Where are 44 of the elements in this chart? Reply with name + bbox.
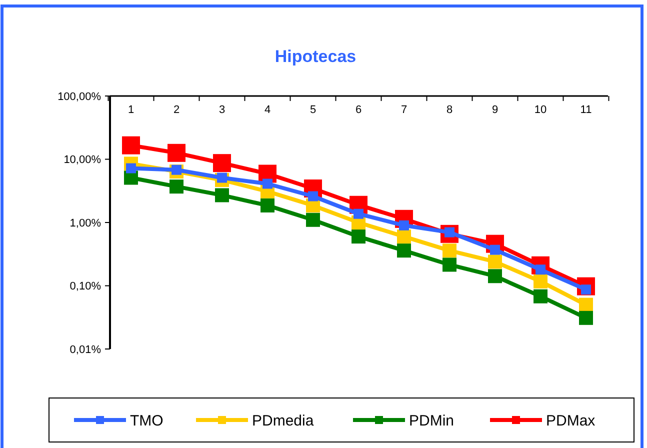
legend-label: TMO (130, 412, 164, 430)
point (397, 230, 411, 244)
legend-label: PDmedia (252, 412, 314, 430)
point (579, 298, 593, 312)
y-tick-label: 10,00% (64, 154, 102, 166)
legend-label: PDMin (409, 412, 454, 430)
point (354, 208, 364, 219)
x-tick-label: 7 (400, 104, 408, 116)
point (352, 230, 366, 244)
point (397, 244, 411, 258)
point (442, 244, 456, 258)
x-tick-label: 8 (446, 104, 453, 116)
point (262, 178, 272, 189)
x-tick-label: 2 (173, 104, 180, 116)
chart-title: Hipotecas (274, 47, 356, 66)
point (488, 254, 502, 269)
x-tick-label: 9 (492, 104, 498, 116)
x-tick-label: 4 (264, 104, 271, 116)
point (260, 198, 274, 212)
point (215, 188, 229, 202)
x-tick-label: 11 (580, 104, 592, 116)
point (213, 154, 231, 172)
x-tick-label: 5 (310, 104, 316, 116)
point (399, 220, 409, 230)
point (488, 269, 502, 284)
point (579, 310, 593, 325)
y-tick-label: 100,00% (58, 90, 102, 103)
legend-label: PDMax (546, 412, 596, 430)
x-tick-label: 1 (128, 104, 134, 116)
y-tick-label: 0,10% (70, 280, 102, 293)
point (308, 191, 318, 202)
point (122, 136, 140, 154)
point (306, 212, 320, 227)
point (490, 244, 500, 255)
y-tick-label: 0,01% (70, 344, 102, 356)
x-tick-label: 6 (355, 104, 362, 116)
point (168, 144, 186, 162)
point (170, 180, 184, 194)
point (534, 274, 548, 288)
x-tick-label: 10 (534, 104, 547, 116)
x-tick-label: 3 (218, 104, 226, 116)
y-tick-label: 1,00% (70, 217, 102, 230)
point (534, 289, 548, 304)
point (442, 258, 456, 272)
